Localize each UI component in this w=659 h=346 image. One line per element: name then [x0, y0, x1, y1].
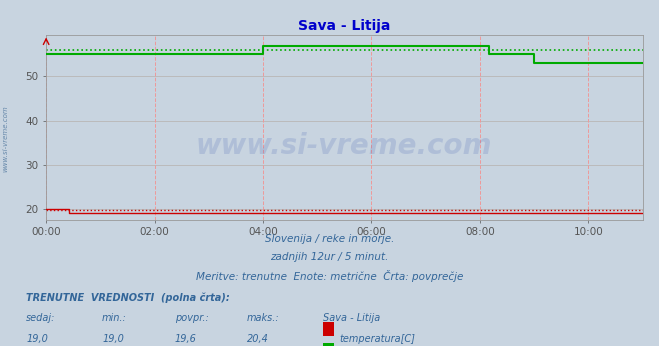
Text: 19,6: 19,6 [175, 334, 196, 344]
Text: Sava - Litija: Sava - Litija [323, 313, 380, 323]
Text: 19,0: 19,0 [102, 334, 124, 344]
Text: Meritve: trenutne  Enote: metrične  Črta: povprečje: Meritve: trenutne Enote: metrične Črta: … [196, 270, 463, 282]
Text: 19,0: 19,0 [26, 334, 48, 344]
Text: zadnjih 12ur / 5 minut.: zadnjih 12ur / 5 minut. [270, 252, 389, 262]
Text: maks.:: maks.: [247, 313, 280, 323]
Text: 20,4: 20,4 [247, 334, 269, 344]
Text: www.si-vreme.com: www.si-vreme.com [2, 105, 9, 172]
Text: povpr.:: povpr.: [175, 313, 208, 323]
Text: TRENUTNE  VREDNOSTI  (polna črta):: TRENUTNE VREDNOSTI (polna črta): [26, 292, 230, 303]
Text: www.si-vreme.com: www.si-vreme.com [196, 132, 492, 160]
Text: min.:: min.: [102, 313, 127, 323]
Title: Sava - Litija: Sava - Litija [298, 19, 391, 34]
Text: sedaj:: sedaj: [26, 313, 56, 323]
Text: Slovenija / reke in morje.: Slovenija / reke in morje. [265, 234, 394, 244]
Text: temperatura[C]: temperatura[C] [339, 334, 415, 344]
